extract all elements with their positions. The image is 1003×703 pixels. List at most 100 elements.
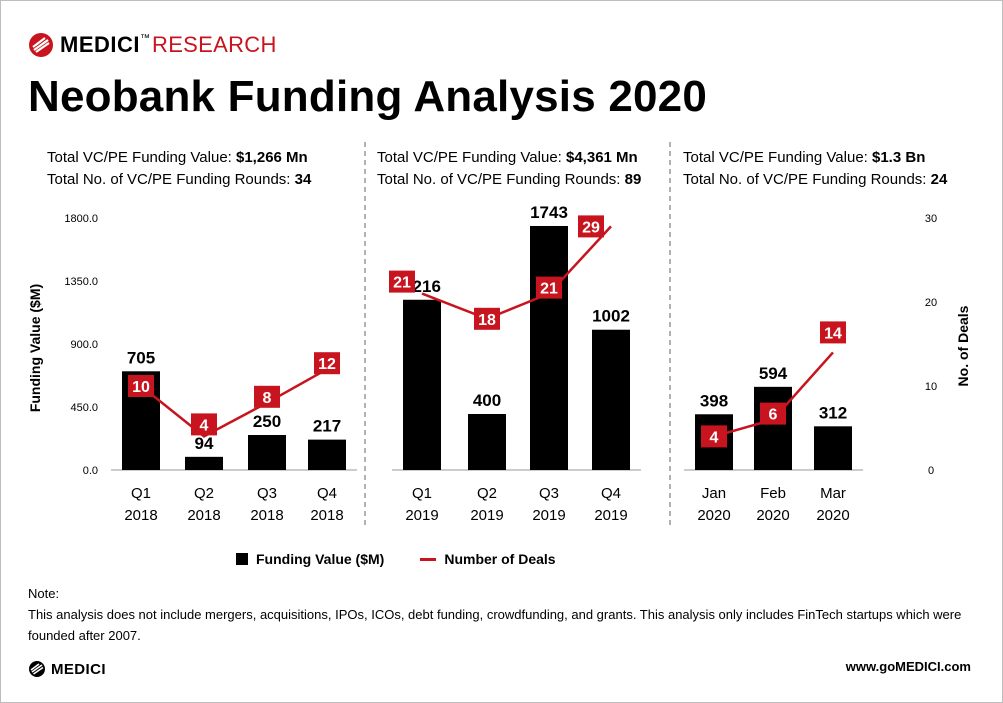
- x-tick-label: Mar: [820, 485, 846, 502]
- deals-marker: [389, 270, 415, 293]
- summary-value: $4,361 Mn: [566, 149, 638, 166]
- funding-bar: [592, 329, 630, 470]
- deals-marker: [191, 413, 217, 436]
- y-tick-label: 900.0: [70, 339, 98, 351]
- funding-bar: [248, 435, 286, 470]
- y-tick-label: 1350.0: [64, 276, 98, 288]
- x-tick-year-label: 2020: [756, 507, 789, 524]
- deals-marker: [701, 425, 727, 448]
- summary-rounds: 89: [624, 171, 642, 188]
- bar-value-label: 94: [195, 434, 214, 453]
- x-tick-label: Q4: [601, 485, 621, 502]
- funding-bar: [308, 439, 346, 470]
- summary-rounds-label: Total No. of VC/PE Funding Rounds:: [47, 171, 295, 188]
- deals-marker: [578, 215, 604, 238]
- y-tick-label: 0.0: [83, 465, 98, 477]
- x-tick-label: Q3: [539, 485, 559, 502]
- x-tick-year-label: 2018: [250, 507, 283, 524]
- deals-marker: [474, 307, 500, 330]
- x-tick-label: Q2: [477, 485, 497, 502]
- deals-value-label: 4: [200, 417, 209, 434]
- x-tick-year-label: 2020: [697, 507, 730, 524]
- deals-value-label: 10: [132, 379, 150, 396]
- panel-summary-2018: Total VC/PE Funding Value: $1,266 Mn Tot…: [47, 147, 311, 191]
- funding-bar: [468, 414, 506, 470]
- legend-bar-swatch: [236, 553, 248, 565]
- bar-value-label: 400: [473, 391, 501, 410]
- x-tick-year-label: 2020: [816, 507, 849, 524]
- page-title: Neobank Funding Analysis 2020: [28, 72, 708, 121]
- bar-value-label: 250: [253, 412, 281, 431]
- bar-value-label: 705: [127, 348, 155, 367]
- panel-summary-2019: Total VC/PE Funding Value: $4,361 Mn Tot…: [377, 147, 641, 191]
- summary-rounds: 34: [294, 171, 312, 188]
- bar-value-label: 217: [313, 417, 341, 436]
- deals-value-label: 8: [263, 390, 272, 407]
- funding-bar: [754, 386, 792, 470]
- y-tick-label: 1800.0: [64, 213, 98, 225]
- brand-suffix: RESEARCH: [152, 32, 277, 57]
- funding-bar: [185, 456, 223, 470]
- brand-name: MEDICI: [60, 32, 140, 57]
- x-tick-label: Q1: [131, 485, 151, 502]
- x-tick-year-label: 2019: [470, 507, 503, 524]
- legend-bar-label: Funding Value ($M): [256, 551, 385, 567]
- y2-tick-label: 0: [928, 465, 934, 477]
- deals-value-label: 4: [710, 429, 719, 446]
- deals-value-label: 21: [540, 281, 558, 298]
- x-tick-year-label: 2019: [532, 507, 565, 524]
- footer-logo: MEDICI: [28, 658, 106, 680]
- legend-line-label: Number of Deals: [444, 551, 556, 567]
- chart-legend: Funding Value ($M) Number of Deals: [236, 551, 556, 567]
- summary-value-label: Total VC/PE Funding Value:: [47, 149, 236, 166]
- deals-value-label: 12: [318, 356, 336, 373]
- deals-marker: [536, 276, 562, 299]
- x-tick-label: Feb: [760, 485, 786, 502]
- deals-value-label: 14: [824, 325, 842, 342]
- y2-tick-label: 20: [925, 297, 937, 309]
- summary-rounds-label: Total No. of VC/PE Funding Rounds:: [377, 171, 625, 188]
- x-tick-label: Jan: [702, 485, 726, 502]
- note: Note: This analysis does not include mer…: [28, 583, 968, 646]
- note-heading: Note:: [28, 586, 60, 601]
- deals-marker: [128, 375, 154, 397]
- x-tick-label: Q1: [412, 485, 432, 502]
- y-tick-label: 450.0: [70, 402, 98, 414]
- funding-bar: [530, 225, 568, 470]
- deals-marker: [820, 321, 846, 344]
- deals-line: [140, 368, 328, 438]
- medici-footer-icon: [29, 661, 45, 677]
- summary-value: $1.3 Bn: [872, 149, 926, 166]
- summary-rounds-label: Total No. of VC/PE Funding Rounds:: [683, 171, 931, 188]
- x-tick-label: Q4: [317, 485, 337, 502]
- x-tick-year-label: 2019: [405, 507, 438, 524]
- funding-bar: [403, 299, 441, 470]
- summary-value-label: Total VC/PE Funding Value:: [683, 149, 872, 166]
- y-axis-title: Funding Value ($M): [27, 284, 43, 412]
- bar-value-label: 594: [759, 364, 788, 383]
- deals-value-label: 6: [769, 407, 778, 424]
- medici-logo-icon: [29, 33, 53, 57]
- deals-value-label: 18: [478, 312, 496, 329]
- deals-value-label: 29: [582, 219, 600, 236]
- summary-value-label: Total VC/PE Funding Value:: [377, 149, 566, 166]
- y2-tick-label: 10: [925, 381, 937, 393]
- x-tick-year-label: 2018: [187, 507, 220, 524]
- y2-tick-label: 30: [925, 213, 937, 225]
- x-tick-year-label: 2018: [124, 507, 157, 524]
- summary-value: $1,266 Mn: [236, 149, 308, 166]
- panel-summary-2020: Total VC/PE Funding Value: $1.3 Bn Total…: [683, 147, 947, 191]
- funding-bar: [814, 426, 852, 470]
- x-tick-label: Q3: [257, 485, 277, 502]
- deals-marker: [254, 385, 280, 408]
- x-tick-label: Q2: [194, 485, 214, 502]
- footer-logo-text: MEDICI: [51, 660, 106, 678]
- y2-axis-title: No. of Deals: [955, 305, 971, 386]
- deals-marker: [760, 402, 786, 425]
- deals-line: [421, 225, 612, 321]
- bar-value-label: 1002: [592, 307, 630, 326]
- bar-value-label: 398: [700, 391, 728, 410]
- bar-value-label: 1743: [530, 203, 568, 222]
- deals-value-label: 21: [393, 275, 411, 292]
- summary-rounds: 24: [930, 171, 948, 188]
